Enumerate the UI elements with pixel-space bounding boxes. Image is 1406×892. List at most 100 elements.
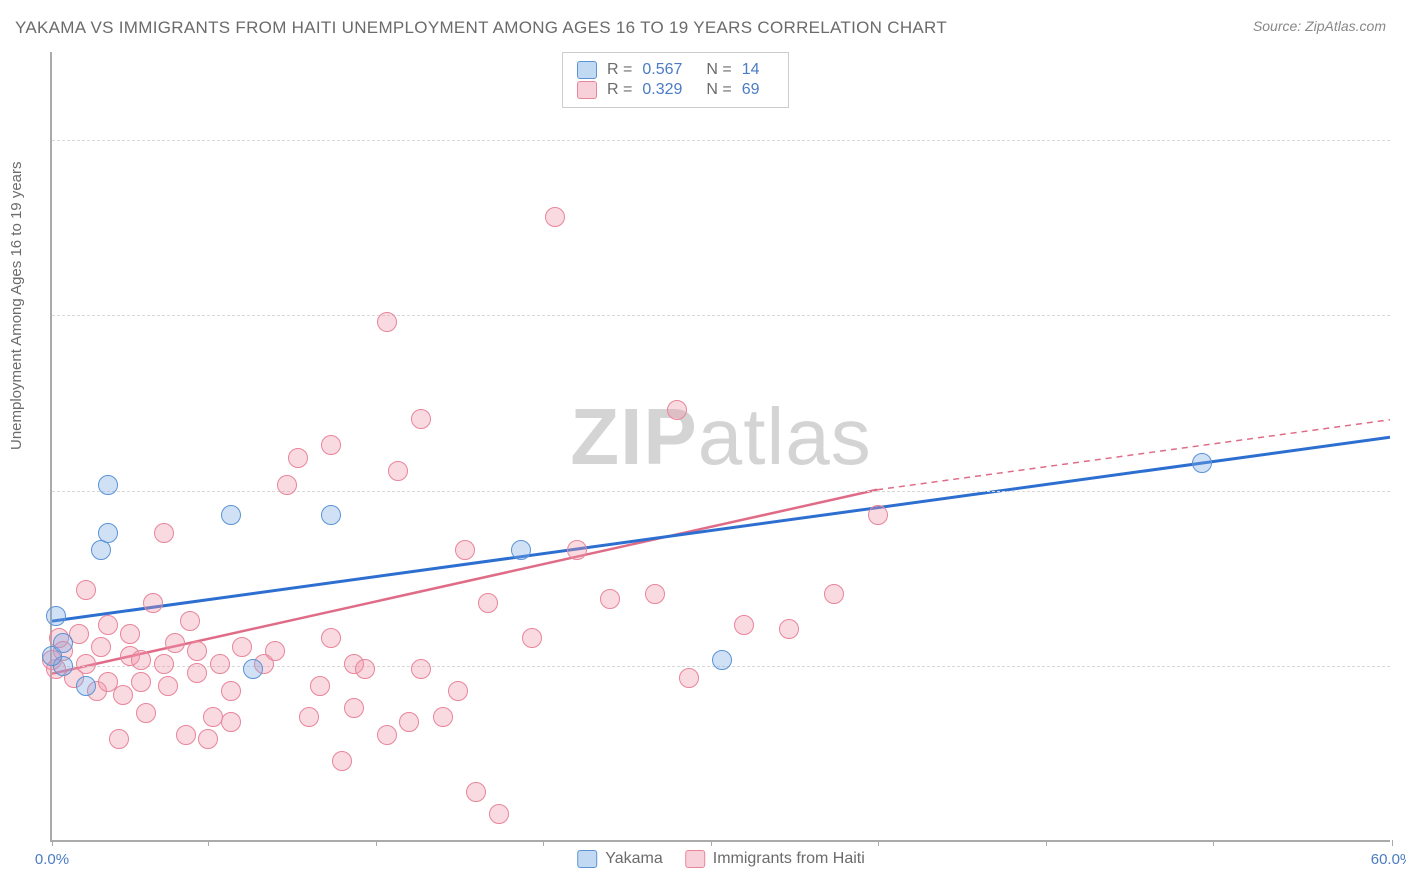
y-tick-label: 80.0% <box>1400 131 1406 148</box>
scatter-point-pink <box>489 804 509 824</box>
x-tick-mark <box>1392 840 1393 846</box>
scatter-point-pink <box>448 681 468 701</box>
scatter-point-pink <box>221 681 241 701</box>
scatter-point-blue <box>53 633 73 653</box>
scatter-point-pink <box>522 628 542 648</box>
scatter-point-pink <box>131 650 151 670</box>
scatter-point-pink <box>187 663 207 683</box>
source-attribution: Source: ZipAtlas.com <box>1253 18 1386 34</box>
scatter-point-blue <box>98 523 118 543</box>
scatter-point-pink <box>455 540 475 560</box>
scatter-point-pink <box>377 312 397 332</box>
x-tick-mark <box>1046 840 1047 846</box>
gridline-h <box>52 315 1390 316</box>
scatter-point-pink <box>645 584 665 604</box>
scatter-point-pink <box>187 641 207 661</box>
scatter-point-pink <box>288 448 308 468</box>
scatter-point-pink <box>165 633 185 653</box>
x-tick-mark <box>208 840 209 846</box>
scatter-point-pink <box>411 409 431 429</box>
regression-lines <box>52 52 1390 840</box>
scatter-point-pink <box>120 624 140 644</box>
stats-row-blue: R =0.567 N =14 <box>577 61 774 79</box>
scatter-point-pink <box>210 654 230 674</box>
scatter-point-pink <box>299 707 319 727</box>
scatter-point-blue <box>221 505 241 525</box>
scatter-point-blue <box>1192 453 1212 473</box>
scatter-point-pink <box>113 685 133 705</box>
scatter-point-pink <box>154 654 174 674</box>
stats-row-pink: R =0.329 N =69 <box>577 81 774 99</box>
scatter-point-pink <box>399 712 419 732</box>
scatter-point-pink <box>466 782 486 802</box>
scatter-point-pink <box>321 628 341 648</box>
scatter-point-pink <box>203 707 223 727</box>
legend-item-yakama: Yakama <box>577 850 663 868</box>
x-tick-label: 0.0% <box>35 851 69 868</box>
scatter-point-pink <box>734 615 754 635</box>
scatter-point-pink <box>198 729 218 749</box>
x-tick-mark <box>878 840 879 846</box>
scatter-point-pink <box>567 540 587 560</box>
x-tick-mark <box>711 840 712 846</box>
scatter-point-pink <box>679 668 699 688</box>
y-axis-label: Unemployment Among Ages 16 to 19 years <box>8 161 25 450</box>
scatter-point-pink <box>868 505 888 525</box>
scatter-point-blue <box>321 505 341 525</box>
scatter-plot-area: ZIPatlas R =0.567 N =14 R =0.329 N =69 Y… <box>50 52 1390 842</box>
scatter-point-pink <box>344 698 364 718</box>
scatter-point-pink <box>91 637 111 657</box>
scatter-point-blue <box>243 659 263 679</box>
scatter-point-pink <box>478 593 498 613</box>
scatter-point-blue <box>76 676 96 696</box>
scatter-point-pink <box>136 703 156 723</box>
swatch-pink <box>685 850 705 868</box>
chart-title: YAKAMA VS IMMIGRANTS FROM HAITI UNEMPLOY… <box>15 18 947 38</box>
swatch-blue <box>577 61 597 79</box>
scatter-point-pink <box>779 619 799 639</box>
scatter-point-pink <box>180 611 200 631</box>
scatter-point-pink <box>176 725 196 745</box>
x-tick-mark <box>543 840 544 846</box>
scatter-point-pink <box>545 207 565 227</box>
scatter-point-blue <box>91 540 111 560</box>
y-tick-label: 40.0% <box>1400 482 1406 499</box>
scatter-point-pink <box>277 475 297 495</box>
scatter-point-pink <box>388 461 408 481</box>
x-tick-mark <box>1213 840 1214 846</box>
gridline-h <box>52 140 1390 141</box>
scatter-point-pink <box>154 523 174 543</box>
y-tick-label: 20.0% <box>1400 658 1406 675</box>
scatter-point-pink <box>377 725 397 745</box>
scatter-point-pink <box>667 400 687 420</box>
swatch-pink <box>577 81 597 99</box>
scatter-point-blue <box>98 475 118 495</box>
scatter-point-pink <box>109 729 129 749</box>
scatter-point-pink <box>265 641 285 661</box>
scatter-point-pink <box>98 615 118 635</box>
scatter-point-blue <box>511 540 531 560</box>
scatter-point-pink <box>131 672 151 692</box>
gridline-h <box>52 491 1390 492</box>
scatter-point-pink <box>321 435 341 455</box>
stats-legend: R =0.567 N =14 R =0.329 N =69 <box>562 52 789 108</box>
scatter-point-pink <box>143 593 163 613</box>
scatter-point-pink <box>76 654 96 674</box>
scatter-point-pink <box>158 676 178 696</box>
scatter-point-pink <box>600 589 620 609</box>
scatter-point-pink <box>824 584 844 604</box>
x-tick-mark <box>376 840 377 846</box>
scatter-point-pink <box>221 712 241 732</box>
scatter-point-pink <box>433 707 453 727</box>
x-tick-label: 60.0% <box>1371 851 1406 868</box>
scatter-point-pink <box>411 659 431 679</box>
scatter-point-pink <box>232 637 252 657</box>
scatter-point-pink <box>310 676 330 696</box>
swatch-blue <box>577 850 597 868</box>
legend-item-haiti: Immigrants from Haiti <box>685 850 865 868</box>
y-tick-label: 60.0% <box>1400 307 1406 324</box>
series-legend: Yakama Immigrants from Haiti <box>577 850 865 868</box>
scatter-point-blue <box>712 650 732 670</box>
scatter-point-pink <box>355 659 375 679</box>
scatter-point-blue <box>46 606 66 626</box>
